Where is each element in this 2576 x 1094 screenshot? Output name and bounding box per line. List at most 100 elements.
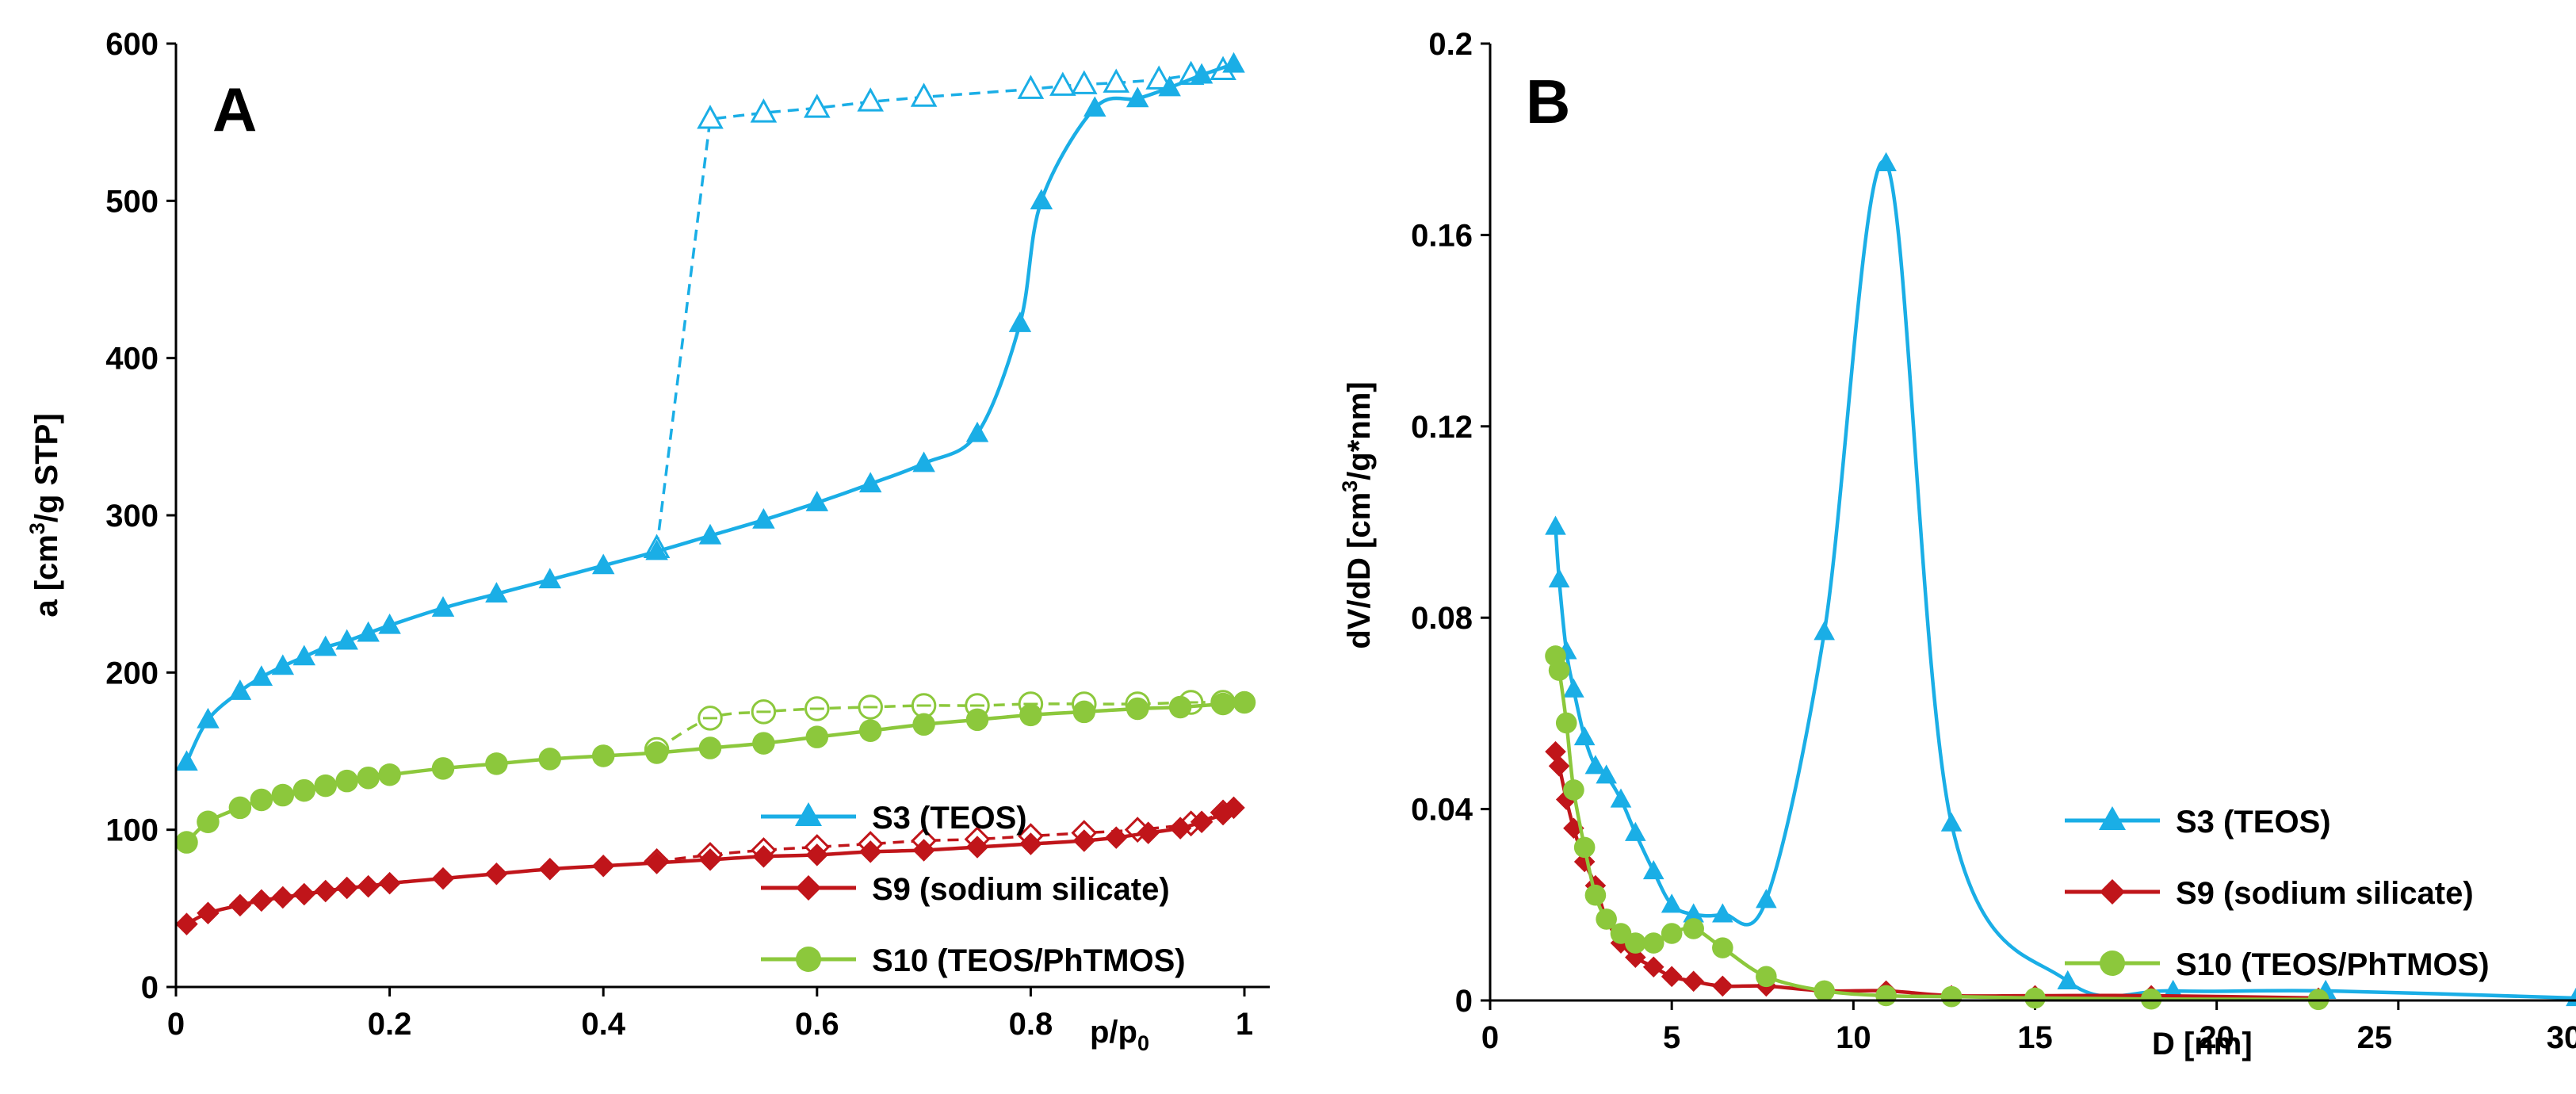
triangle-marker: [805, 491, 829, 511]
diamond-marker: [431, 866, 455, 890]
y-tick-label: 0: [141, 970, 159, 1005]
legend-triangle-marker: [2099, 806, 2126, 830]
circle-marker: [485, 752, 508, 775]
triangle-marker: [591, 553, 615, 575]
panel-b: 0 0.04 0.08 0.12 0.16 0.2 0 5 10 15 20 25 30 B D [nm…: [1338, 27, 2576, 1061]
panel-b-letter: B: [1526, 67, 1570, 136]
x-tick-label: 0.2: [368, 1007, 412, 1042]
x-tick-label: 20: [2199, 1020, 2234, 1055]
panel-a-ticks: [166, 42, 1246, 996]
triangle-marker: [1642, 860, 1664, 880]
triangle-marker: [538, 568, 562, 589]
triangle-marker: [175, 750, 198, 771]
triangle-marker: [1712, 903, 1733, 923]
series-line: [655, 68, 1224, 549]
x-tick-label: 10: [1836, 1020, 1871, 1055]
y-tick-label: 500: [105, 184, 159, 219]
y-tick-label: 400: [105, 342, 159, 377]
diamond-marker: [1712, 975, 1733, 997]
triangle-marker: [1610, 788, 1632, 808]
diamond-marker: [1137, 821, 1160, 844]
triangle-marker: [1030, 189, 1053, 210]
diamond-marker: [752, 845, 775, 868]
circle-marker: [228, 796, 252, 820]
circle-marker: [698, 736, 722, 759]
triangle-marker: [1158, 75, 1181, 97]
diamond-marker: [1545, 740, 1566, 763]
triangle-marker: [858, 472, 882, 493]
triangle-marker: [1103, 68, 1130, 93]
x-tick-label: 15: [2017, 1020, 2053, 1055]
diamond-marker: [271, 886, 295, 909]
y-tick-label: 100: [105, 813, 159, 848]
diamond-marker: [357, 874, 380, 898]
circle-marker: [1168, 695, 1192, 719]
circle-marker: [250, 788, 273, 812]
panel-b-legend-s9: S9 (sodium silicate): [2065, 876, 2474, 911]
legend-circle-marker: [796, 947, 821, 972]
panel-b-series: [1545, 151, 2576, 1011]
triangle-marker: [292, 645, 316, 666]
triangle-marker: [1584, 755, 1607, 775]
x-tick-label: 0.6: [795, 1007, 839, 1042]
panel-a-legend-s9-label: S9 (sodium silicate): [872, 872, 1170, 907]
circle-marker: [858, 719, 882, 742]
legend-diamond-marker: [2100, 879, 2125, 905]
triangle-marker: [1875, 151, 1897, 171]
circle-marker: [805, 725, 829, 748]
diamond-marker: [197, 901, 220, 925]
series-line: [185, 62, 1235, 763]
diamond-marker: [378, 871, 401, 895]
x-tick-label: 1: [1236, 1007, 1253, 1042]
circle-marker: [378, 763, 401, 786]
circle-marker: [1563, 779, 1584, 801]
diamond-marker: [250, 889, 273, 912]
triangle-marker: [228, 679, 252, 700]
circle-marker: [1625, 932, 1646, 954]
diamond-marker: [538, 858, 562, 881]
diamond-marker: [292, 882, 316, 906]
triangle-marker: [335, 629, 358, 650]
x-tick-label: 5: [1663, 1020, 1680, 1055]
diamond-marker: [1222, 796, 1245, 820]
triangle-marker: [910, 82, 938, 107]
diamond-marker: [645, 851, 668, 874]
circle-marker: [271, 783, 295, 807]
y-tick-label: 600: [105, 27, 159, 62]
triangle-marker: [750, 98, 778, 123]
series-s9-adsorption: [175, 796, 1245, 935]
triangle-marker: [431, 596, 455, 617]
panel-b-tick-labels: 0 0.04 0.08 0.12 0.16 0.2 0 5 10 15 20 25 30: [1411, 27, 2576, 1055]
triangle-marker: [912, 451, 935, 472]
circle-marker: [1126, 697, 1149, 721]
x-tick-label: 0: [1481, 1020, 1499, 1055]
circle-marker: [1661, 923, 1683, 944]
triangle-marker: [697, 105, 724, 129]
triangle-marker: [1683, 903, 1704, 923]
panel-b-legend-s10-label: S10 (TEOS/PhTMOS): [2176, 947, 2490, 982]
triangle-marker: [752, 507, 775, 529]
triangle-marker: [804, 94, 831, 118]
legend-circle-marker: [2100, 951, 2125, 976]
series-s10-adsorption: [175, 690, 1256, 854]
circle-marker: [314, 774, 337, 798]
y-tick-label: 200: [105, 656, 159, 690]
diamond-marker: [175, 912, 198, 935]
panel-b-legend-s3: S3 (TEOS): [2065, 805, 2331, 840]
panel-b-ticks: [1481, 42, 2400, 1010]
triangle-marker: [314, 635, 337, 656]
series-s3: [1545, 151, 2576, 1007]
circle-marker: [292, 778, 316, 802]
series-s3-desorption: [643, 55, 1236, 558]
circle-marker: [335, 769, 358, 793]
triangle-marker: [1190, 63, 1213, 84]
circle-marker: [591, 744, 615, 767]
triangle-marker: [250, 665, 273, 687]
triangle-marker: [1940, 812, 1963, 832]
panel-b-x-label: D [nm]: [2152, 1027, 2253, 1061]
circle-marker: [1584, 884, 1607, 906]
triangle-marker: [1145, 65, 1172, 90]
circle-marker: [1072, 700, 1096, 724]
diamond-marker: [228, 893, 252, 917]
series-s3-adsorption: [175, 52, 1245, 771]
